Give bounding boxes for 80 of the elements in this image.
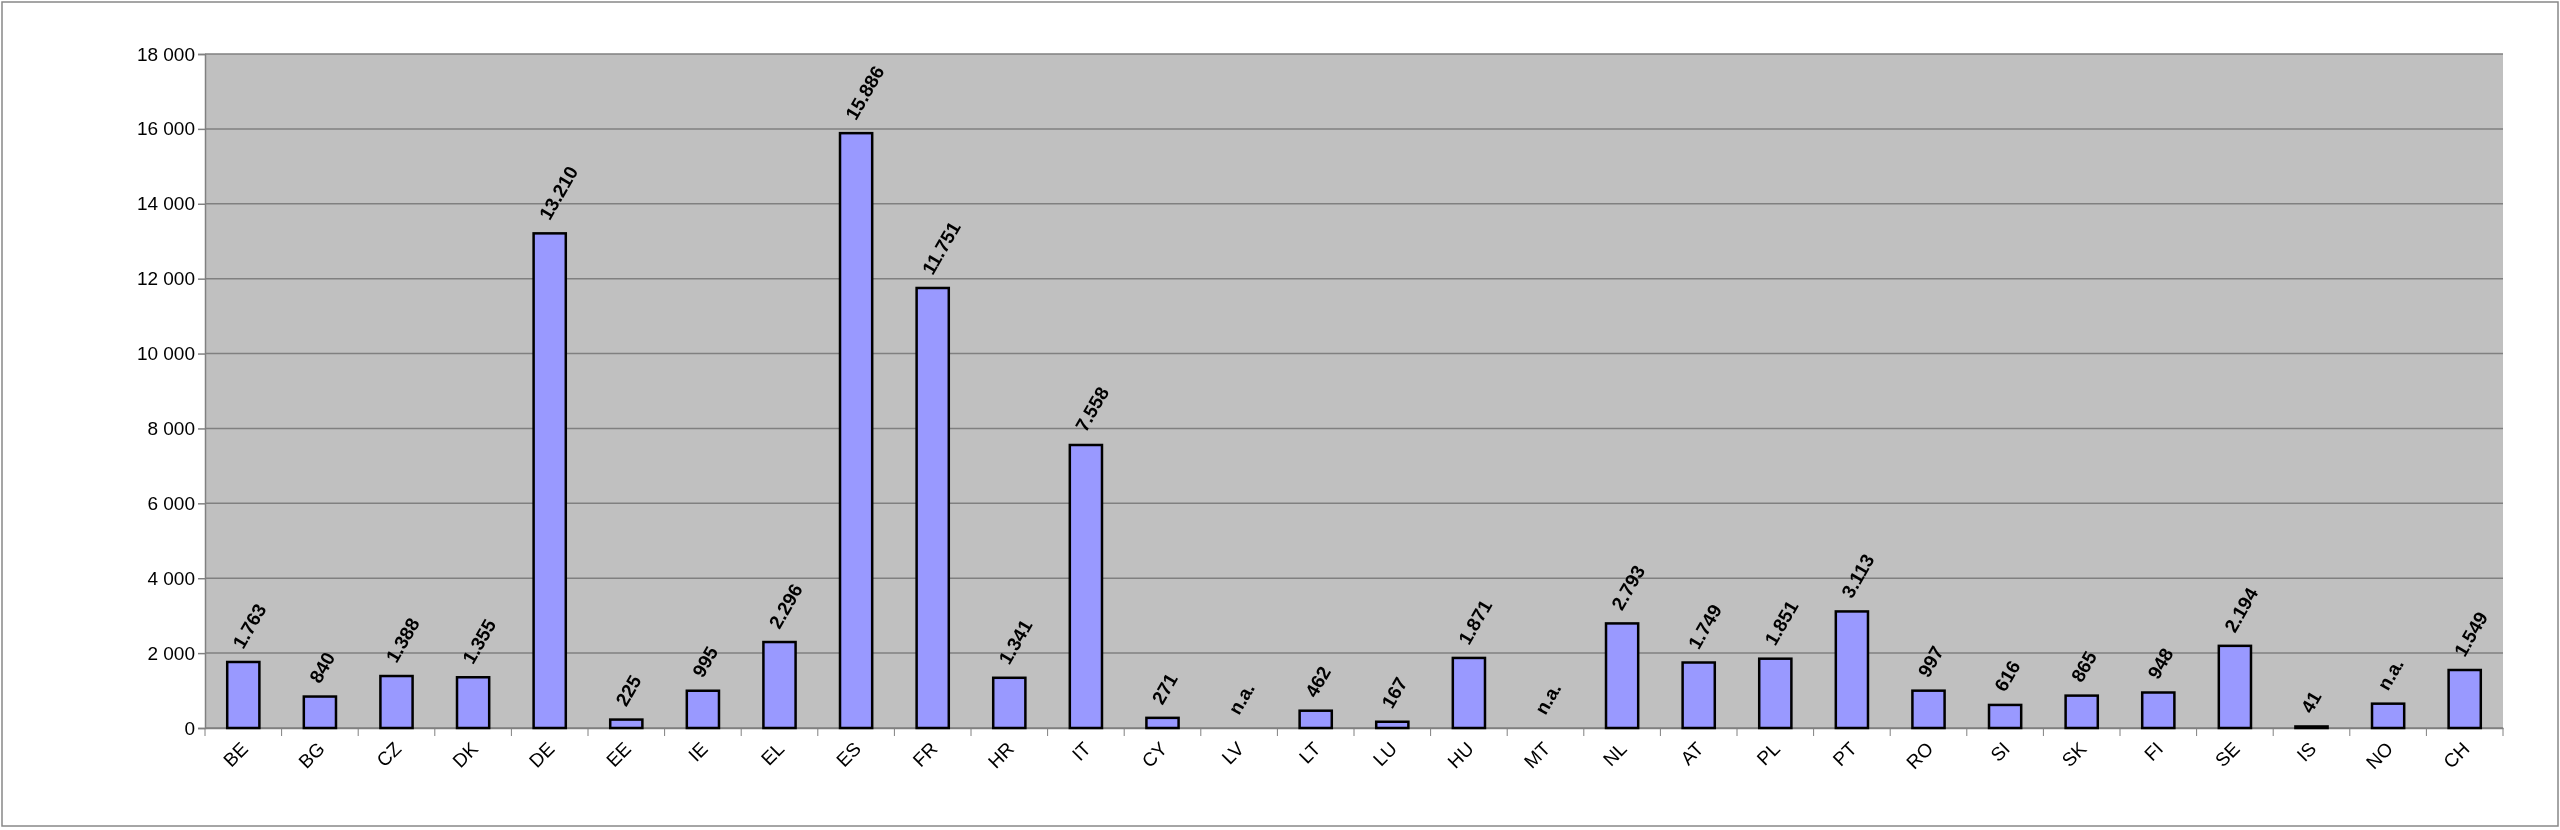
y-tick-label: 18 000	[136, 43, 195, 65]
y-tick-label: 4 000	[147, 567, 195, 589]
x-tick-label: CZ	[372, 737, 406, 771]
data-label: 225	[611, 671, 646, 710]
x-tick-label: RO	[1902, 737, 1938, 773]
data-label: 948	[2143, 644, 2178, 683]
y-tick-label: 0	[184, 717, 195, 739]
y-tick-label: 16 000	[136, 118, 195, 140]
bar	[762, 640, 797, 730]
y-tick-label: 6 000	[147, 492, 195, 514]
bar	[1987, 703, 2023, 730]
bar	[1834, 610, 1870, 730]
bar	[455, 676, 491, 730]
text: n.a.	[1530, 679, 1566, 718]
bar	[915, 286, 951, 730]
bar	[2064, 694, 2100, 730]
data-label: 995	[688, 642, 723, 681]
x-tick-label: SI	[1986, 737, 2014, 766]
bar	[1068, 443, 1104, 730]
y-tick-label: 10 000	[136, 343, 195, 365]
x-tick-label: FR	[908, 737, 942, 771]
bar	[685, 689, 721, 730]
x-tick-label: NL	[1598, 737, 1631, 771]
x-tick-label: NO	[2361, 737, 2397, 773]
bar	[302, 695, 338, 730]
data-label: n.a.	[2373, 654, 2408, 694]
bar	[2370, 702, 2406, 730]
x-tick-label: SK	[2057, 737, 2091, 771]
bar	[225, 660, 261, 730]
bar	[1451, 656, 1487, 730]
x-tick-label: LU	[1369, 737, 1402, 771]
x-tick-label: SE	[2210, 737, 2244, 771]
y-tick-label: 2 000	[147, 642, 195, 664]
x-tick-label: MT	[1520, 737, 1555, 773]
y-tick-label: 8 000	[147, 418, 195, 440]
x-tick-label: PT	[1828, 737, 1862, 770]
x-tick-label: CH	[2439, 737, 2474, 773]
bar	[1374, 720, 1410, 730]
data-label: 997	[1913, 642, 1948, 681]
bar	[838, 131, 874, 730]
x-tick-label: DK	[448, 737, 483, 772]
y-tick-label: 12 000	[136, 268, 195, 290]
x-tick-label: HU	[1443, 737, 1478, 773]
x-tick-label: HR	[983, 737, 1019, 773]
bar	[2217, 644, 2253, 730]
x-tick-label: BE	[219, 737, 253, 771]
x-tick-label: PL	[1752, 737, 1785, 770]
y-tick-label: 14 000	[136, 193, 195, 215]
data-label: 865	[2066, 647, 2102, 686]
x-tick-label: LT	[1295, 737, 1325, 768]
x-tick-label: EL	[757, 737, 789, 770]
bar	[608, 718, 644, 730]
x-tick-label: AT	[1676, 737, 1708, 769]
x-tick-label: IS	[2292, 737, 2321, 766]
bar	[1604, 622, 1640, 730]
x-tick-label: IE	[684, 737, 712, 766]
x-tick-label: CY	[1137, 737, 1172, 772]
text: n.a.	[1224, 679, 1259, 718]
x-tick-label: EE	[602, 737, 636, 771]
data-label: 616	[1990, 656, 2025, 695]
x-tick-label: FI	[2140, 737, 2168, 765]
bar	[379, 674, 414, 730]
bar	[532, 232, 568, 730]
bar	[991, 676, 1027, 730]
data-label: 462	[1300, 662, 1336, 701]
x-tick-label: DE	[525, 737, 559, 772]
bar	[1911, 689, 1946, 730]
x-tick-label: LV	[1217, 737, 1249, 769]
data-label: 271	[1147, 669, 1183, 708]
data-label: 840	[305, 648, 340, 687]
bar	[2140, 691, 2176, 730]
bar	[1298, 709, 1334, 730]
bar	[1681, 661, 1717, 730]
x-tick-label: IT	[1067, 737, 1095, 765]
bar	[1145, 716, 1180, 730]
x-tick-label: ES	[832, 737, 865, 771]
bar	[2447, 668, 2483, 730]
data-label: 41	[2296, 687, 2326, 717]
bar	[1757, 657, 1793, 730]
x-tick-label: BG	[294, 737, 329, 773]
